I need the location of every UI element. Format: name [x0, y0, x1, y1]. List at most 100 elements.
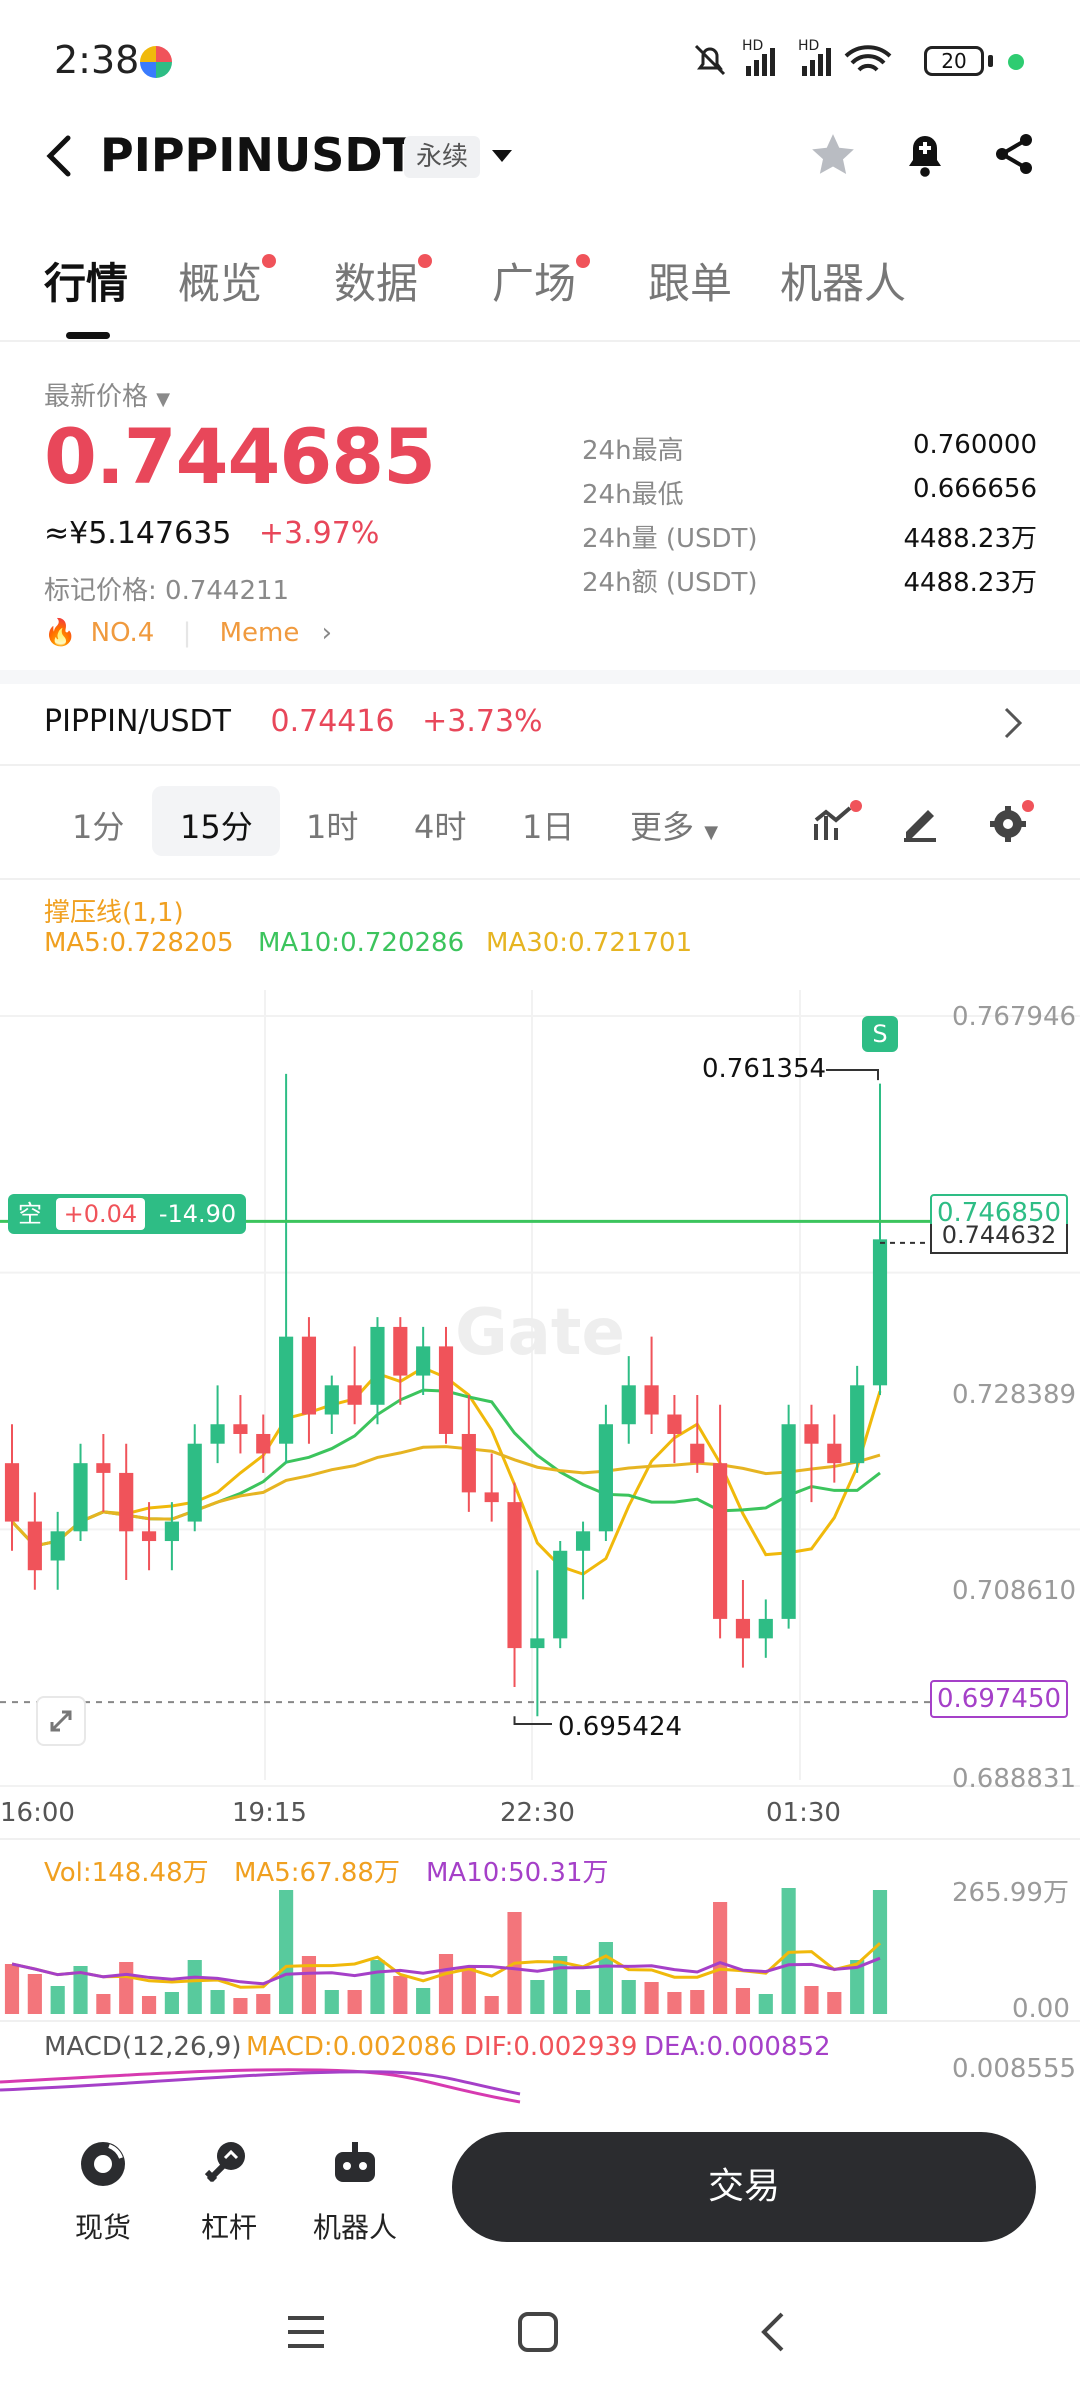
- nav-margin[interactable]: 杠杆: [174, 2136, 284, 2246]
- y-axis-label: 0.728389: [952, 1380, 1077, 1410]
- tab-square[interactable]: 广场: [492, 250, 591, 311]
- divider: [0, 1838, 1080, 1840]
- expand-chart-icon[interactable]: [36, 1696, 86, 1746]
- nav-bot[interactable]: 机器人: [300, 2136, 410, 2246]
- nav-label: 现货: [74, 2211, 131, 2244]
- price-change: +3.97%: [258, 516, 380, 551]
- stat-row: 24h量 (USDT) 4488.23万: [582, 518, 1037, 558]
- ma10-legend: MA10:0.720286: [258, 928, 465, 958]
- nav-spot[interactable]: 现货: [48, 2136, 158, 2246]
- high-marker: 0.761354: [702, 1054, 827, 1084]
- system-back-icon[interactable]: [758, 2310, 788, 2354]
- volume-bar: [4, 1964, 20, 2014]
- dea-line: [0, 2070, 521, 2096]
- battery-icon: 20: [924, 46, 984, 76]
- notification-dot: [576, 254, 591, 268]
- volume-bar: [735, 1988, 751, 2014]
- stat-row: 24h最高 0.760000: [582, 430, 1037, 470]
- notification-dot: [262, 254, 277, 268]
- candle-body: [735, 1618, 751, 1639]
- section-gap: [0, 670, 1080, 684]
- timeframe-15m[interactable]: 15分: [180, 808, 253, 846]
- volume-bar: [279, 1890, 294, 2014]
- dropdown-caret-icon: ▼: [704, 822, 719, 843]
- candle-body: [690, 1443, 705, 1464]
- timeframe-1h[interactable]: 1时: [306, 808, 359, 846]
- back-icon[interactable]: [44, 134, 74, 178]
- spot-pair-row[interactable]: PIPPIN/USDT 0.74416 +3.73%: [44, 704, 543, 739]
- share-icon[interactable]: [990, 130, 1038, 178]
- volume-bar: [187, 1960, 202, 2014]
- settings-gear-icon[interactable]: [986, 798, 1036, 846]
- volume-bar: [804, 1986, 819, 2014]
- candle-body: [872, 1239, 888, 1386]
- trade-button[interactable]: 交易: [452, 2132, 1036, 2242]
- timeframe-1m[interactable]: 1分: [72, 808, 125, 846]
- tab-label: 概览: [178, 259, 263, 308]
- separator: |: [182, 618, 192, 648]
- timeframe-1d[interactable]: 1日: [522, 808, 575, 846]
- volume-bar: [690, 1990, 705, 2014]
- volume-bar: [347, 1990, 362, 2014]
- stat-row: 24h最低 0.666656: [582, 474, 1037, 514]
- volume-bar: [119, 1962, 134, 2014]
- macd-title: MACD(12,26,9): [44, 2032, 242, 2062]
- tab-overview[interactable]: 概览: [178, 250, 277, 311]
- menu-icon[interactable]: [284, 2312, 328, 2352]
- volume-bar: [210, 1990, 225, 2014]
- charging-dot-icon: [1008, 54, 1024, 70]
- vol-ma5-line: [11, 1942, 882, 1989]
- tab-data[interactable]: 数据: [334, 250, 433, 311]
- volume-bar: [484, 1996, 499, 2014]
- candle-body: [187, 1443, 202, 1522]
- contract-type-tag: 永续: [404, 136, 481, 178]
- stat-label: 24h最低: [582, 480, 684, 510]
- active-timeframe-bg: [152, 786, 280, 856]
- volume-bar: [438, 1954, 454, 2014]
- tab-copy-trade[interactable]: 跟单: [648, 250, 732, 311]
- stat-label: 24h额 (USDT): [582, 568, 758, 598]
- indicator-icon[interactable]: [812, 800, 862, 844]
- volume-bar: [27, 1974, 42, 2014]
- candle-body: [667, 1414, 682, 1434]
- position-tag[interactable]: 空 +0.04 -14.90: [8, 1194, 247, 1234]
- dea-value: DEA:0.000852: [644, 2032, 831, 2062]
- last-price-label[interactable]: 最新价格 ▼: [44, 376, 170, 413]
- chevron-right-icon[interactable]: [1002, 706, 1024, 740]
- tab-bot[interactable]: 机器人: [780, 250, 906, 311]
- candle-body: [438, 1346, 454, 1434]
- signal-icon: HD HD: [742, 38, 892, 76]
- status-time: 2:38: [54, 38, 140, 82]
- pair-dropdown-icon[interactable]: [490, 148, 514, 164]
- home-icon[interactable]: [516, 2310, 560, 2354]
- price-alert-icon[interactable]: [900, 128, 950, 180]
- candlestick-chart[interactable]: Gate: [0, 970, 1080, 1790]
- timeframe-more[interactable]: 更多 ▼: [630, 802, 718, 848]
- position-pnl: +0.04: [55, 1198, 146, 1230]
- favorite-star-icon[interactable]: [808, 130, 858, 180]
- macd-top-label: 0.008555: [952, 2054, 1077, 2084]
- candle-body: [781, 1424, 796, 1619]
- more-label: 更多: [630, 808, 695, 846]
- indicator-title: 撑压线(1,1): [44, 898, 184, 928]
- candle-body: [324, 1385, 339, 1415]
- tab-label: 广场: [492, 259, 577, 308]
- pair-title[interactable]: PIPPINUSDT: [100, 128, 414, 182]
- candle-body: [575, 1531, 591, 1551]
- draw-tool-icon[interactable]: [900, 800, 940, 844]
- candle-body: [50, 1531, 65, 1561]
- macd-value: MACD:0.002086: [246, 2032, 457, 2062]
- app-badge-icon: [140, 46, 172, 78]
- volume-bar: [370, 1960, 385, 2014]
- x-axis-label: 22:30: [500, 1798, 575, 1828]
- timeframe-4h[interactable]: 4时: [414, 808, 467, 846]
- tab-market[interactable]: 行情: [44, 250, 128, 311]
- x-axis-label: 01:30: [766, 1798, 841, 1828]
- rank-row[interactable]: 🔥 NO.4 | Meme ›: [44, 618, 332, 648]
- candle-body: [758, 1618, 773, 1639]
- volume-bar: [301, 1956, 317, 2014]
- vol-ma10-legend: MA10:50.31万: [426, 1858, 609, 1888]
- sell-signal-badge[interactable]: S: [862, 1016, 898, 1052]
- y-axis-label: 0.688831: [952, 1764, 1077, 1794]
- candle-body: [598, 1424, 613, 1532]
